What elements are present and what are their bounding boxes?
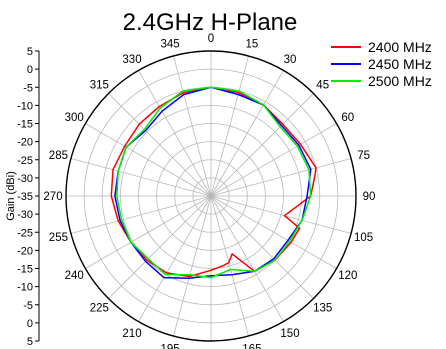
- angle-tick-label: 75: [357, 150, 370, 162]
- angle-tick-label: 105: [354, 232, 373, 244]
- angle-tick-label: 60: [341, 112, 354, 124]
- grid-spoke: [210, 195, 314, 299]
- angle-tick-label: 255: [49, 232, 68, 244]
- angle-tick-labels: 0153045607590105120135150165180195210225…: [43, 33, 375, 349]
- angle-tick-label: 300: [65, 112, 84, 124]
- grid-spoke: [173, 55, 212, 197]
- radial-tick-label: -25: [17, 155, 33, 167]
- grid-spoke: [210, 93, 314, 197]
- angle-tick-label: 195: [161, 344, 180, 349]
- polar-grid: [65, 50, 357, 342]
- radial-tick-label: -5: [23, 300, 33, 312]
- angle-tick-label: 345: [161, 38, 180, 50]
- radial-tick-label: 5: [27, 336, 33, 348]
- chart-title: 2.4GHz H-Plane: [123, 9, 298, 36]
- angle-tick-label: 0: [208, 33, 214, 45]
- radial-axis-label: Gain (dBi): [5, 171, 17, 221]
- angle-tick-label: 285: [49, 150, 68, 162]
- series-line: [116, 86, 312, 279]
- legend-label: 2500 MHz: [368, 73, 432, 89]
- series-line: [114, 86, 312, 280]
- grid-spoke: [210, 55, 249, 197]
- grid-spoke: [70, 195, 212, 234]
- radial-tick-label: -10: [17, 100, 33, 112]
- angle-tick-label: 120: [338, 270, 357, 282]
- angle-tick-label: 165: [242, 344, 261, 349]
- radial-tick-label: -20: [17, 137, 33, 149]
- angle-tick-label: 30: [284, 54, 297, 66]
- radial-tick-label: 0: [27, 318, 33, 330]
- angle-tick-label: 210: [122, 328, 141, 340]
- grid-spoke: [70, 158, 212, 197]
- grid-spoke: [138, 70, 212, 197]
- grid-spoke: [108, 195, 212, 299]
- radial-tick-label: 0: [27, 64, 33, 76]
- angle-tick-label: 225: [90, 303, 109, 315]
- grid-spoke: [210, 195, 284, 322]
- angle-tick-label: 270: [43, 191, 62, 203]
- grid-spoke: [210, 195, 249, 337]
- grid-spoke: [85, 123, 212, 197]
- grid-spoke: [173, 195, 212, 337]
- angle-tick-label: 45: [316, 79, 329, 91]
- angle-tick-label: 135: [313, 303, 332, 315]
- radial-tick-label: -35: [17, 191, 33, 203]
- radial-tick-label: -5: [23, 82, 33, 94]
- radial-tick-label: -25: [17, 227, 33, 239]
- angle-tick-label: 315: [90, 79, 109, 91]
- angle-tick-label: 330: [122, 54, 141, 66]
- radial-tick-label: -15: [17, 119, 33, 131]
- radial-tick-label: -15: [17, 264, 33, 276]
- grid-spoke: [210, 123, 337, 197]
- angle-tick-label: 150: [280, 328, 299, 340]
- grid-spoke: [210, 70, 284, 197]
- radial-tick-label: -20: [17, 245, 33, 257]
- grid-spoke: [85, 195, 212, 269]
- radial-tick-label: -10: [17, 282, 33, 294]
- grid-spoke: [210, 158, 352, 197]
- grid-spoke: [210, 195, 337, 269]
- radial-tick-label: -30: [17, 209, 33, 221]
- radial-tick-label: -30: [17, 173, 33, 185]
- legend-label: 2450 MHz: [368, 56, 432, 72]
- series-line: [110, 86, 317, 278]
- grid-spoke: [108, 93, 212, 197]
- series-lines: [110, 86, 317, 280]
- angle-tick-label: 15: [246, 38, 259, 50]
- grid-spoke: [138, 195, 212, 322]
- radial-tick-label: 5: [27, 46, 33, 58]
- legend-label: 2400 MHz: [368, 39, 432, 55]
- angle-tick-label: 90: [363, 191, 376, 203]
- grid-spoke: [210, 195, 352, 234]
- outer-ring: [65, 50, 357, 342]
- angle-tick-label: 240: [65, 270, 84, 282]
- radial-axis: 5 0 -5 -10 -15 -20 -25 -30 -35 -30 -25 -20 -15 -10 -5 0…: [17, 46, 40, 348]
